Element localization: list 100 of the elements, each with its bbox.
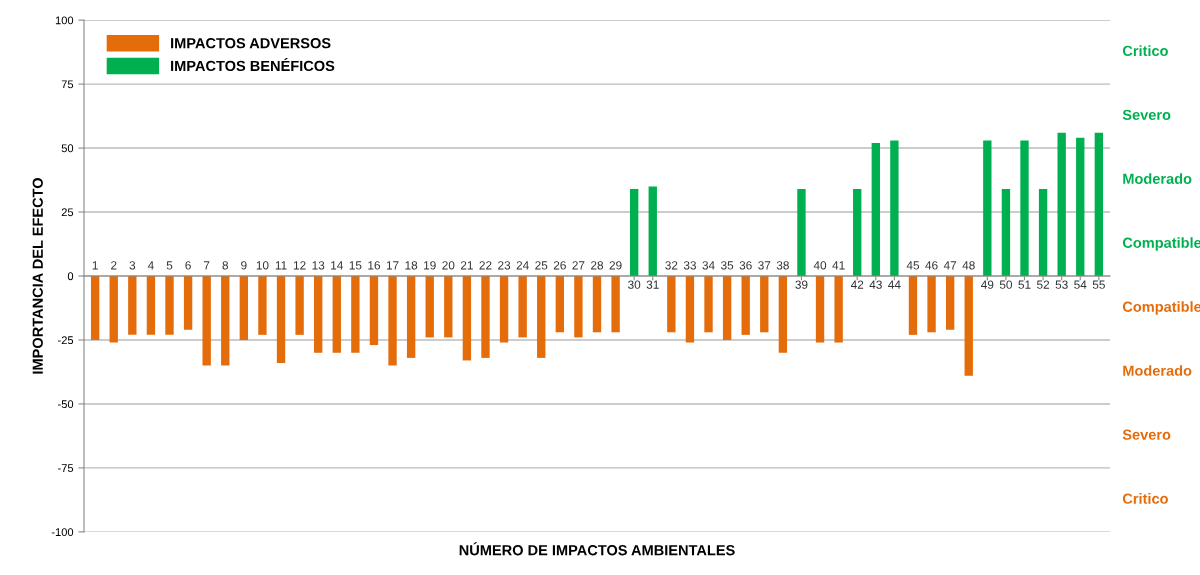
- x-tick-label: 2: [111, 261, 117, 270]
- bar: [983, 140, 992, 276]
- y-axis-title: IMPORTANCIA DEL EFECTO: [32, 178, 43, 374]
- x-tick-label: 8: [222, 261, 229, 270]
- x-tick-label: 12: [293, 261, 306, 270]
- y-tick-label: -100: [51, 528, 74, 537]
- bar: [853, 189, 862, 276]
- x-tick-label: 16: [368, 261, 380, 270]
- legend-label: IMPACTOS ADVERSOS: [171, 38, 331, 49]
- x-tick-label: 29: [609, 261, 622, 270]
- x-tick-label: 18: [405, 261, 418, 270]
- y-tick-label: 75: [61, 80, 74, 89]
- y-tick-label: 25: [61, 208, 74, 217]
- x-tick-label: 30: [628, 280, 641, 289]
- x-tick-label: 52: [1036, 280, 1050, 289]
- bar: [444, 276, 453, 338]
- x-axis-title: NÚMERO DE IMPACTOS AMBIENTALES: [459, 542, 735, 556]
- bar: [90, 276, 100, 340]
- x-tick-label: 21: [460, 261, 473, 270]
- bar: [295, 276, 304, 335]
- x-tick-label: 40: [813, 261, 827, 270]
- y-tick-label: 50: [61, 144, 74, 153]
- text: Critico: [1122, 45, 1168, 57]
- x-tick-label: 55: [1092, 280, 1105, 289]
- bar: [1057, 132, 1066, 276]
- bar: [797, 189, 806, 276]
- bar: [1038, 189, 1048, 276]
- bar: [667, 276, 676, 333]
- text: Severo: [1122, 429, 1171, 440]
- x-tick-label: 19: [424, 261, 436, 270]
- x-tick-label: 5: [166, 261, 173, 270]
- bar: [722, 276, 732, 340]
- bar: [778, 276, 788, 353]
- x-tick-label: 45: [906, 261, 920, 270]
- bar: [128, 276, 137, 335]
- x-tick-label: 3: [129, 261, 136, 270]
- bar: [834, 276, 843, 343]
- x-tick-label: 28: [591, 261, 604, 270]
- x-tick-label: 10: [256, 261, 269, 270]
- x-tick-label: 38: [776, 261, 789, 270]
- bar: [221, 276, 230, 366]
- x-tick-label: 42: [850, 280, 864, 289]
- x-tick-label: 41: [832, 261, 845, 270]
- bar: [425, 276, 434, 338]
- bar: [518, 276, 527, 338]
- x-tick-label: 9: [241, 261, 247, 270]
- x-tick-label: 20: [442, 261, 455, 270]
- bar: [964, 276, 973, 376]
- bar: [276, 276, 286, 363]
- x-tick-label: 6: [185, 261, 191, 270]
- bar: [741, 276, 750, 335]
- x-tick-label: 50: [999, 280, 1013, 289]
- bar: [815, 276, 825, 343]
- y-tick-label: -25: [58, 336, 74, 345]
- bar: [388, 276, 397, 366]
- x-tick-label: 44: [888, 280, 901, 289]
- bar: [629, 189, 639, 276]
- bar: [537, 276, 546, 358]
- x-tick-label: 43: [869, 280, 882, 289]
- bar: [592, 276, 602, 333]
- x-tick-label: 25: [535, 261, 548, 270]
- bar: [332, 276, 341, 353]
- x-tick-label: 39: [795, 280, 808, 289]
- x-tick-label: 53: [1055, 280, 1068, 289]
- bar: [481, 276, 490, 358]
- text: Critico: [1122, 493, 1168, 504]
- bar: [871, 142, 880, 276]
- y-tick-label: -75: [58, 464, 74, 473]
- x-tick-label: 7: [204, 261, 210, 270]
- text: Moderado: [1123, 365, 1192, 376]
- text: Severo: [1122, 109, 1171, 120]
- x-tick-label: 26: [553, 261, 566, 270]
- y-tick-label: 100: [55, 16, 74, 25]
- x-tick-label: 23: [498, 261, 511, 270]
- text: Moderado: [1123, 173, 1192, 184]
- bar: [555, 276, 565, 333]
- x-tick-label: 48: [962, 261, 975, 270]
- bar: [1001, 189, 1011, 276]
- y-tick-label: 0: [67, 272, 74, 281]
- x-tick-label: 36: [739, 261, 752, 270]
- x-tick-label: 32: [665, 261, 678, 270]
- bar: [890, 140, 899, 276]
- bar: [258, 276, 267, 335]
- x-tick-label: 46: [925, 261, 938, 270]
- bar: [351, 276, 360, 353]
- bar: [927, 276, 936, 333]
- bar: [1094, 132, 1104, 276]
- x-tick-label: 13: [312, 261, 325, 270]
- x-tick-label: 24: [516, 261, 529, 270]
- bar: [406, 276, 416, 358]
- y-tick-label: -50: [58, 400, 74, 409]
- x-tick-label: 31: [646, 280, 659, 289]
- bar: [1076, 137, 1085, 276]
- bar: [499, 276, 509, 343]
- x-tick-label: 14: [331, 261, 343, 270]
- x-tick-label: 49: [981, 280, 994, 289]
- bar: [648, 186, 657, 276]
- x-tick-label: 27: [572, 261, 585, 270]
- bar: [202, 276, 211, 366]
- legend-label: IMPACTOS BENÉFICOS: [171, 57, 335, 72]
